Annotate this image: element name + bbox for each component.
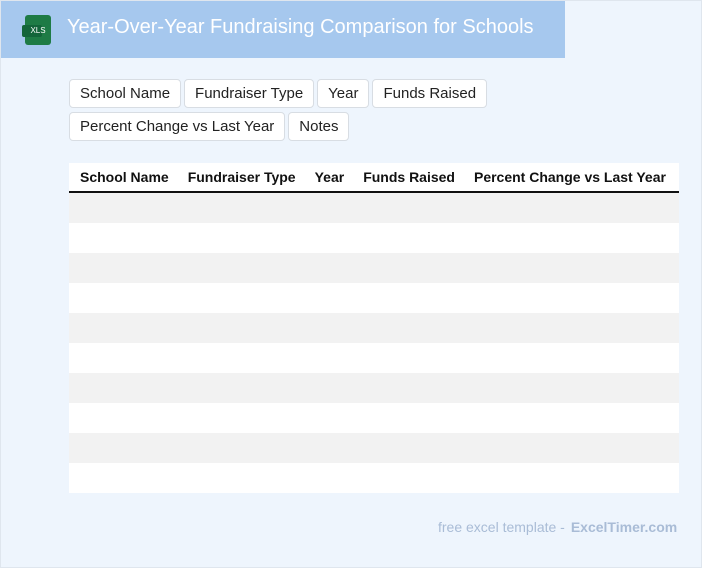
table-cell [69,433,177,463]
table-row [69,253,679,283]
table-cell [352,343,463,373]
footer-text: free excel template - [438,519,565,535]
table-cell [303,283,353,313]
table-cell [462,283,674,313]
table-cell [69,192,177,223]
table-cell [176,253,304,283]
table-cell [673,463,679,493]
table-cell [352,463,463,493]
table-cell [462,343,674,373]
table-row [69,463,679,493]
chip-list: School Name Fundraiser Type Year Funds Rais… [69,79,696,141]
table-cell [303,403,353,433]
table-cell [673,192,679,223]
table-cell [462,253,674,283]
table-cell [462,192,674,223]
table-cell [303,343,353,373]
table-cell [69,223,177,253]
table-cell [69,283,177,313]
column-header: Notes [673,163,679,193]
table-cell [673,283,679,313]
icon-label: XLS [30,26,46,35]
table-cell [462,463,674,493]
table-row [69,433,679,463]
table-cell [462,403,674,433]
column-header: Funds Raised [352,163,463,193]
table-cell [673,373,679,403]
file-icon: XLS [22,15,51,45]
column-chip[interactable]: Funds Raised [372,79,488,108]
table-row [69,223,679,253]
table-cell [352,403,463,433]
table-row [69,192,679,223]
table-cell [352,313,463,343]
table-cell [176,403,304,433]
table-cell [673,343,679,373]
table-cell [352,373,463,403]
table-cell [69,403,177,433]
footer: free excel template - ExcelTimer.com [438,519,677,535]
table-cell [69,253,177,283]
table-cell [352,192,463,223]
table-cell [176,283,304,313]
table-cell [303,313,353,343]
table-cell [176,223,304,253]
column-chip[interactable]: Year [317,79,370,108]
table-cell [69,463,177,493]
column-header: School Name [69,163,177,193]
table-cell [352,253,463,283]
column-chip[interactable]: Fundraiser Type [184,79,315,108]
table-cell [303,192,353,223]
table-cell [352,433,463,463]
table-cell [462,313,674,343]
table-cell [303,463,353,493]
table-row [69,343,679,373]
table-cell [673,433,679,463]
table-cell [69,343,177,373]
header-bar: XLS Year-Over-Year Fundraising Compariso… [1,1,565,58]
table-cell [462,373,674,403]
header-row: School Name Fundraiser Type Year Funds Rais… [69,163,679,193]
table-cell [176,373,304,403]
column-chip[interactable]: Notes [288,112,350,141]
table-cell [176,192,304,223]
table-cell [176,313,304,343]
table-cell [176,343,304,373]
column-chip[interactable]: Percent Change vs Last Year [69,112,286,141]
table-cell [303,223,353,253]
column-header: Percent Change vs Last Year [462,163,674,193]
table-row [69,403,679,433]
table-cell [673,253,679,283]
footer-brand[interactable]: ExcelTimer.com [570,519,678,535]
table-cell [69,373,177,403]
page-title: Year-Over-Year Fundraising Comparison fo… [67,16,534,38]
table-cell [673,313,679,343]
table-cell [303,253,353,283]
table-cell [303,373,353,403]
table-cell [462,433,674,463]
table-row [69,283,679,313]
table-cell [352,283,463,313]
table-cell [176,433,304,463]
table-cell [176,463,304,493]
column-chip[interactable]: School Name [69,79,182,108]
table-cell [462,223,674,253]
table-body [69,192,679,493]
table-cell [303,433,353,463]
table-cell [352,223,463,253]
table-container: School Name Fundraiser Type Year Funds Rais… [69,163,679,493]
table-cell [673,403,679,433]
column-header: Fundraiser Type [176,163,304,193]
table-row [69,373,679,403]
table: School Name Fundraiser Type Year Funds Rais… [69,163,679,493]
table-cell [69,313,177,343]
column-header: Year [303,163,353,193]
table-row [69,313,679,343]
table-cell [673,223,679,253]
